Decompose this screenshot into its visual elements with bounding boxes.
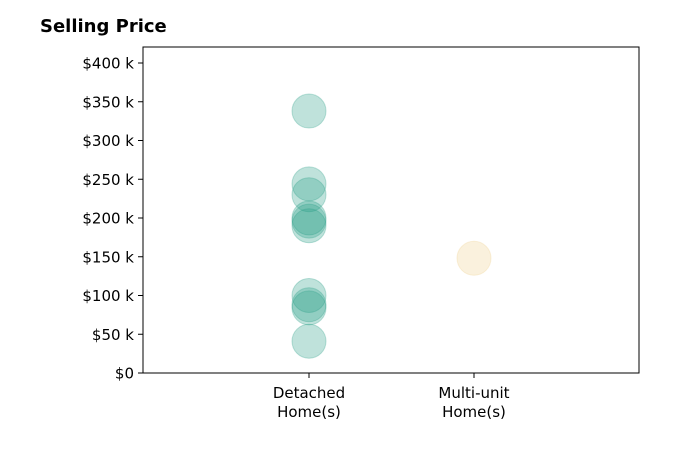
y-tick-label: $50 k bbox=[92, 326, 134, 344]
data-point bbox=[291, 323, 327, 359]
data-point bbox=[291, 93, 327, 129]
y-tick-label: $400 k bbox=[82, 55, 134, 73]
y-tick-label: $100 k bbox=[82, 287, 134, 305]
data-point bbox=[291, 287, 327, 323]
data-point bbox=[291, 166, 327, 202]
data-point bbox=[291, 200, 327, 236]
ticks-layer: $0 $50 k $100 k $150 k $200 k $250 k $300 k $35… bbox=[82, 55, 509, 422]
y-tick-label: $0 bbox=[115, 365, 134, 383]
data-point bbox=[291, 208, 327, 244]
chart-title: Selling Price bbox=[40, 16, 167, 37]
plot-frame bbox=[142, 46, 640, 374]
y-tick-label: $350 k bbox=[82, 93, 134, 111]
data-point bbox=[456, 240, 492, 276]
y-tick-label: $150 k bbox=[82, 248, 134, 266]
x-tick-label: Multi-unit Home(s) bbox=[438, 384, 509, 421]
x-tick-label: Detached Home(s) bbox=[273, 384, 345, 421]
y-tick-label: $250 k bbox=[82, 171, 134, 189]
y-tick-label: $300 k bbox=[82, 132, 134, 150]
data-point bbox=[291, 203, 327, 239]
data-point bbox=[291, 177, 327, 213]
data-point bbox=[291, 290, 327, 326]
y-tick-label: $200 k bbox=[82, 210, 134, 228]
points-layer bbox=[291, 93, 492, 359]
data-point bbox=[291, 278, 327, 313]
